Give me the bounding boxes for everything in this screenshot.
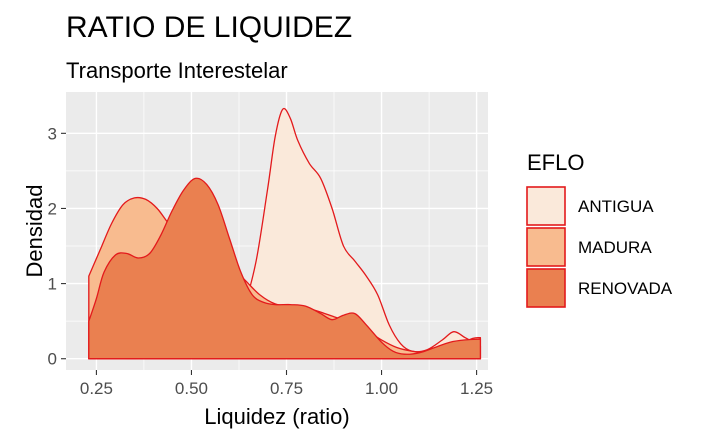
legend-label: MADURA — [578, 238, 652, 257]
legend-key-antigua — [526, 186, 566, 226]
x-tick-label: 0.50 — [175, 379, 208, 398]
y-axis-title: Densidad — [22, 185, 47, 278]
x-tick-label: 1.25 — [460, 379, 493, 398]
legend-key-renovada — [526, 268, 566, 308]
chart-title: RATIO DE LIQUIDEZ — [66, 11, 352, 44]
tick-labels: 0.25 0.50 0.75 1.00 1.25 0 1 2 3 — [48, 124, 494, 398]
chart-subtitle: Transporte Interestelar — [66, 58, 288, 83]
y-tick-label: 3 — [48, 124, 57, 143]
y-tick-label: 2 — [48, 199, 57, 218]
density-areas — [88, 107, 482, 360]
x-axis-title: Liquidez (ratio) — [204, 404, 350, 429]
legend: EFLO ANTIGUA MADURA RENOVADA — [526, 150, 673, 308]
x-tick-label: 0.75 — [270, 379, 303, 398]
legend-label: RENOVADA — [578, 279, 673, 298]
y-tick-label: 0 — [48, 350, 57, 369]
legend-title: EFLO — [527, 150, 584, 175]
axis-ticks — [61, 132, 478, 375]
y-tick-label: 1 — [48, 275, 57, 294]
legend-key-madura — [526, 227, 566, 267]
legend-label: ANTIGUA — [578, 197, 654, 216]
x-tick-label: 0.25 — [80, 379, 113, 398]
x-tick-label: 1.00 — [365, 379, 398, 398]
density-area-renovada — [88, 177, 482, 360]
